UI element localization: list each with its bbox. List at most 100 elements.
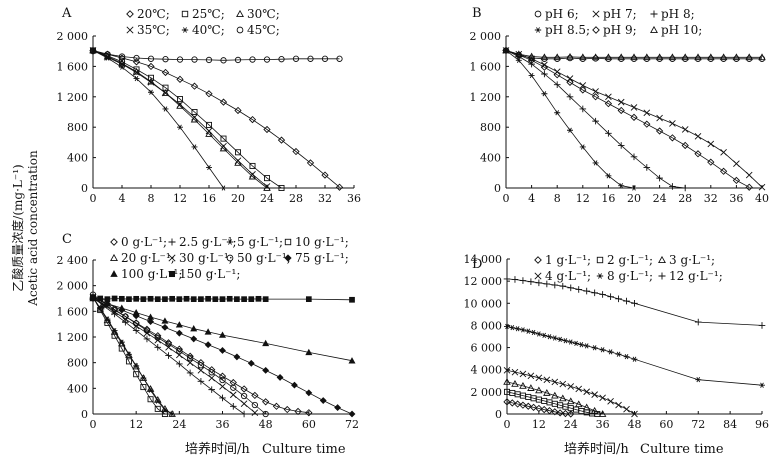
data-point [191, 144, 198, 150]
data-point [599, 291, 606, 298]
data-point [656, 174, 663, 182]
x-tick-label: 12 [173, 192, 187, 205]
data-point [631, 299, 638, 307]
data-point [276, 374, 284, 381]
data-point [255, 295, 262, 302]
data-point [103, 300, 111, 307]
data-point [230, 384, 237, 391]
legend-label: pH 6; [545, 7, 579, 21]
data-point [592, 160, 599, 166]
series-line [92, 50, 340, 61]
series-45c [89, 48, 343, 64]
data-point [208, 374, 216, 382]
data-point [132, 308, 140, 316]
data-point [307, 55, 314, 62]
data-point [707, 158, 715, 166]
data-point [579, 86, 587, 94]
data-point [615, 295, 622, 303]
data-point [219, 296, 226, 302]
data-point [348, 357, 356, 364]
x-tick-label: 24 [172, 418, 186, 431]
data-point [321, 171, 329, 179]
legend-label: 45℃; [247, 23, 280, 37]
data-point [519, 370, 527, 378]
data-point [186, 352, 194, 360]
y-axis-label-cn: 乙酸质量浓度/(mg·L⁻¹) [10, 164, 25, 291]
data-point [567, 383, 575, 390]
x-tick-label: 24 [653, 192, 667, 205]
data-point [668, 134, 677, 142]
series-75-g-g-per-l [89, 293, 356, 418]
x-tick-label: 32 [704, 192, 718, 205]
data-point [263, 56, 271, 63]
data-point [583, 287, 590, 295]
legend-label: 25℃; [192, 7, 225, 21]
data-point [278, 184, 285, 191]
data-point [524, 402, 532, 410]
data-point [556, 409, 564, 417]
legend-label: 40℃; [192, 23, 225, 37]
data-point [719, 167, 728, 175]
data-point [551, 281, 559, 289]
x-tick-label: 20 [231, 192, 245, 205]
y-tick-label: 2 000 [57, 280, 89, 293]
data-point [212, 296, 219, 302]
data-point [503, 275, 511, 283]
data-point [229, 378, 237, 387]
legend-marker [650, 25, 658, 34]
data-point [220, 142, 227, 150]
data-point [240, 392, 248, 400]
data-point [147, 55, 155, 62]
legend-item-ph-9: pH 9; [592, 23, 637, 37]
data-point [125, 351, 133, 358]
data-point [96, 304, 104, 312]
series-ph-8-5 [503, 47, 637, 191]
data-point [220, 57, 227, 64]
data-point [541, 91, 548, 97]
legend-label: 8 g·L⁻¹; [607, 269, 653, 283]
data-point [283, 405, 291, 414]
y-tick-label: 800 [480, 121, 501, 134]
legend-marker [650, 10, 658, 18]
data-point [720, 148, 727, 156]
series-100-g-g-per-l [89, 294, 356, 364]
data-point [605, 129, 612, 137]
data-point [527, 372, 535, 380]
data-point [226, 295, 233, 302]
legend-label: pH 8; [661, 7, 695, 21]
data-point [197, 362, 205, 369]
y-tick-label: 1 600 [470, 60, 502, 73]
data-point [305, 296, 312, 302]
legend-label: 100 g·L⁻¹; [121, 267, 182, 281]
data-point [515, 57, 522, 63]
y-tick-label: 14 000 [464, 253, 503, 266]
data-point [133, 69, 140, 76]
x-tick-label: 36 [347, 192, 361, 205]
data-point [183, 295, 190, 302]
data-point [579, 105, 587, 113]
legend-marker [658, 272, 666, 280]
legend-marker [236, 26, 244, 34]
data-point [146, 385, 155, 392]
data-point [208, 386, 216, 393]
data-point [176, 360, 183, 368]
x-tick-label: 84 [723, 418, 737, 431]
data-point [251, 409, 259, 417]
legend-marker [592, 10, 600, 18]
data-point [133, 295, 140, 302]
x-tick-label: 60 [302, 418, 316, 431]
data-point [543, 376, 551, 384]
x-tick-label: 36 [216, 418, 230, 431]
series-4-g-g-per-l [503, 366, 638, 418]
legend-item-2-g-g-per-l: 2 g·L⁻¹; [596, 253, 653, 267]
data-point [551, 335, 558, 341]
x-tick-label: 28 [678, 192, 692, 205]
data-point [294, 407, 302, 416]
data-point [133, 371, 140, 378]
series-8-g-g-per-l [504, 323, 765, 388]
data-point [607, 349, 614, 355]
data-point [519, 327, 526, 333]
data-point [583, 388, 591, 396]
data-point [567, 410, 575, 418]
x-tick-label: 72 [691, 418, 705, 431]
